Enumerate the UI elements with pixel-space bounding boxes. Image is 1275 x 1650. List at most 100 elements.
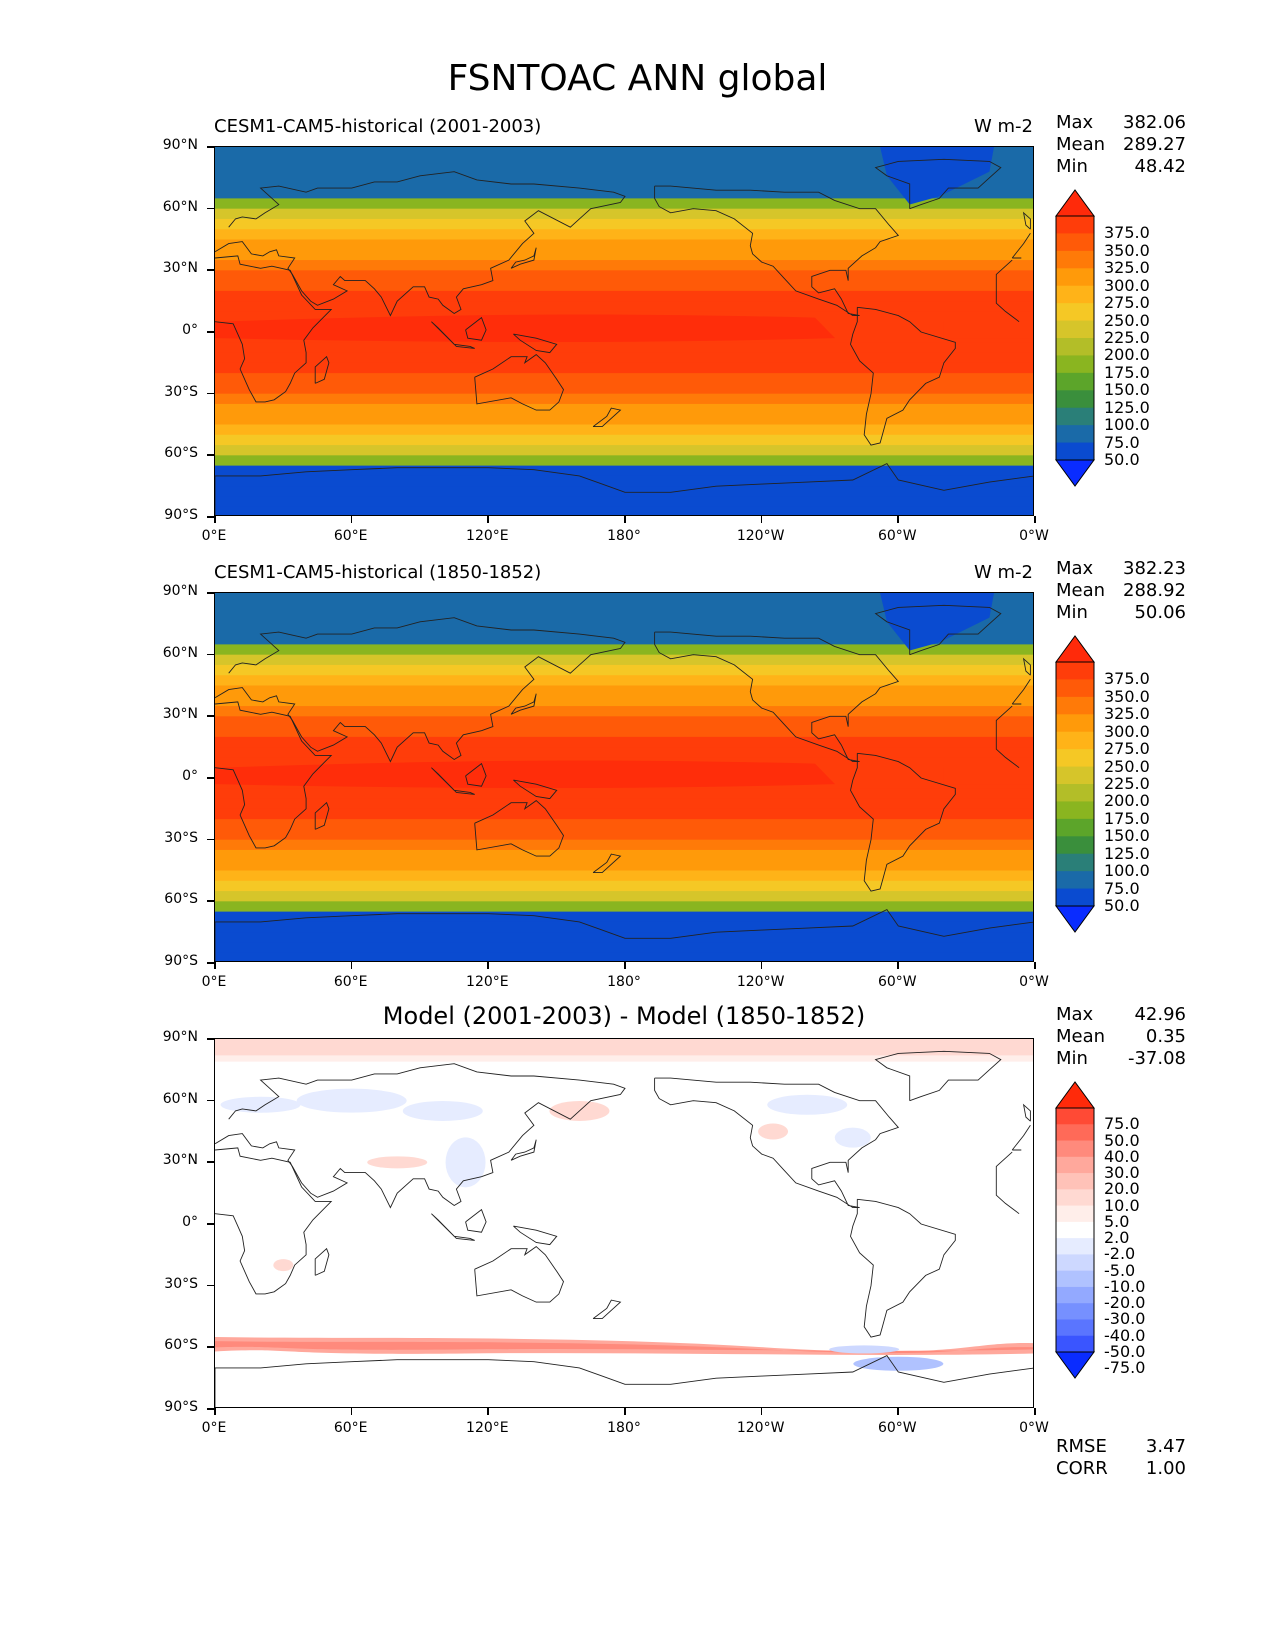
x-tick-label: 120°W xyxy=(736,528,785,544)
colorbar-swatch xyxy=(1056,836,1094,855)
colorbar xyxy=(1055,635,1095,933)
x-tick-label: 0°W xyxy=(1019,528,1049,544)
x-tick-mark xyxy=(760,1408,763,1415)
map-warm-core xyxy=(215,314,835,343)
colorbar xyxy=(1055,1081,1095,1379)
anomaly-patch-negative xyxy=(834,1127,871,1148)
colorbar-swatch xyxy=(1056,662,1094,680)
colorbar-swatch xyxy=(1056,1173,1094,1190)
stat-value: -37.08 xyxy=(1127,1048,1186,1069)
stat-value: 382.23 xyxy=(1123,558,1186,579)
map-lat-band xyxy=(215,675,1033,687)
x-tick-label: 180° xyxy=(607,974,641,990)
x-tick-label: 60°E xyxy=(333,974,368,990)
coastline xyxy=(510,693,537,715)
map-lat-band xyxy=(215,414,1033,426)
colorbar-tick-label: 250.0 xyxy=(1104,756,1150,776)
y-tick-mark xyxy=(207,1408,214,1410)
stat-value: 288.92 xyxy=(1123,580,1186,601)
y-tick-mark xyxy=(207,269,214,271)
y-tick-mark xyxy=(207,900,214,902)
y-tick-label: 90°S xyxy=(164,507,198,523)
y-tick-mark xyxy=(207,1161,214,1163)
x-tick-mark xyxy=(897,962,899,969)
map-lat-band xyxy=(215,726,1033,738)
map-lat-band xyxy=(215,270,1033,282)
stat-value: 0.35 xyxy=(1145,1026,1186,1047)
stat-label: Max xyxy=(1056,1004,1094,1025)
map-lat-band xyxy=(215,736,1033,748)
x-tick-label: 0°W xyxy=(1019,974,1049,990)
coastline xyxy=(592,1299,622,1320)
colorbar-tick-label: 175.0 xyxy=(1104,362,1150,382)
coastline xyxy=(850,1198,956,1338)
stats-box: Max 382.06 Mean 289.27 Min 48.42 xyxy=(1056,112,1186,178)
y-tick-label: 60°S xyxy=(164,445,198,462)
stats-box: Max 382.23 Mean 288.92 Min 50.06 xyxy=(1056,558,1186,624)
map-lat-band xyxy=(215,664,1033,676)
map-lat-band xyxy=(215,911,1033,923)
y-tick-mark xyxy=(207,653,214,656)
colorbar-tick-label: -2.0 xyxy=(1104,1244,1136,1264)
x-tick-label: 0°E xyxy=(201,528,227,544)
colorbar-tick-label: 275.0 xyxy=(1104,293,1150,313)
x-tick-mark xyxy=(214,962,216,969)
coastline xyxy=(314,355,330,384)
map-lat-band xyxy=(215,829,1033,841)
colorbar-extend-min xyxy=(1055,1351,1095,1379)
map-lat-band xyxy=(215,373,1033,384)
colorbar-swatch xyxy=(1056,1156,1094,1174)
map-cold-greenland xyxy=(880,147,994,205)
colorbar-tick-label: 325.0 xyxy=(1104,258,1150,278)
coastline xyxy=(510,1139,537,1161)
map-lat-band xyxy=(215,352,1033,364)
map-lat-band xyxy=(215,486,1033,498)
map-lat-band xyxy=(215,157,1033,169)
y-tick-mark xyxy=(207,454,214,456)
colorbar-swatch xyxy=(1056,714,1094,733)
colorbar-tick-label: 50.0 xyxy=(1104,1130,1140,1150)
map-lat-band xyxy=(215,613,1033,625)
y-tick-label: 60°S xyxy=(164,1337,198,1354)
map-lat-band xyxy=(215,654,1033,666)
coastline xyxy=(215,255,1020,403)
map-lat-band xyxy=(215,603,1033,615)
x-tick-label: 120°W xyxy=(736,1420,785,1436)
colorbar-frame xyxy=(1055,215,1095,461)
map-lat-band xyxy=(215,188,1033,199)
y-tick-label: 90°N xyxy=(162,1029,198,1045)
coastline xyxy=(215,171,1031,317)
coastline xyxy=(474,1246,565,1303)
colorbar-swatch xyxy=(1056,1221,1094,1239)
y-tick-label: 0° xyxy=(182,1214,198,1230)
stat-value: 289.27 xyxy=(1123,134,1186,155)
colorbar-extend-max xyxy=(1055,1081,1095,1109)
colorbar-tick-label: 50.0 xyxy=(1104,896,1140,915)
units-label: W m-2 xyxy=(973,116,1033,137)
y-tick-label: 30°N xyxy=(162,706,198,723)
stat-label: Mean xyxy=(1056,1026,1106,1047)
colorbar-swatch xyxy=(1056,338,1094,356)
anomaly-patch-negative xyxy=(829,1345,900,1354)
colorbar-tick-label: 125.0 xyxy=(1104,843,1150,863)
map-lat-band xyxy=(215,177,1033,189)
colorbar-swatch xyxy=(1056,425,1094,444)
coastline xyxy=(1022,211,1031,230)
colorbar-tick-label: 350.0 xyxy=(1104,686,1150,706)
map-warm-core xyxy=(215,760,835,789)
colorbar-tick-label: 40.0 xyxy=(1104,1146,1140,1166)
map-lat-band xyxy=(215,747,1033,759)
colorbar-swatch xyxy=(1056,268,1094,287)
map-lat-band xyxy=(215,952,1033,961)
anomaly-patch-negative xyxy=(402,1100,483,1121)
y-tick-label: 0° xyxy=(182,768,198,784)
coastline xyxy=(874,604,1002,656)
colorbar-swatch xyxy=(1056,372,1094,391)
colorbar-tick-label: 100.0 xyxy=(1104,861,1150,881)
map-lat-band xyxy=(215,808,1033,820)
y-tick-label: 30°S xyxy=(164,829,198,846)
colorbar-swatch xyxy=(1056,250,1094,269)
map-lat-band xyxy=(215,788,1033,800)
coastline xyxy=(314,801,330,830)
colorbar-tick-label: -10.0 xyxy=(1104,1276,1146,1296)
